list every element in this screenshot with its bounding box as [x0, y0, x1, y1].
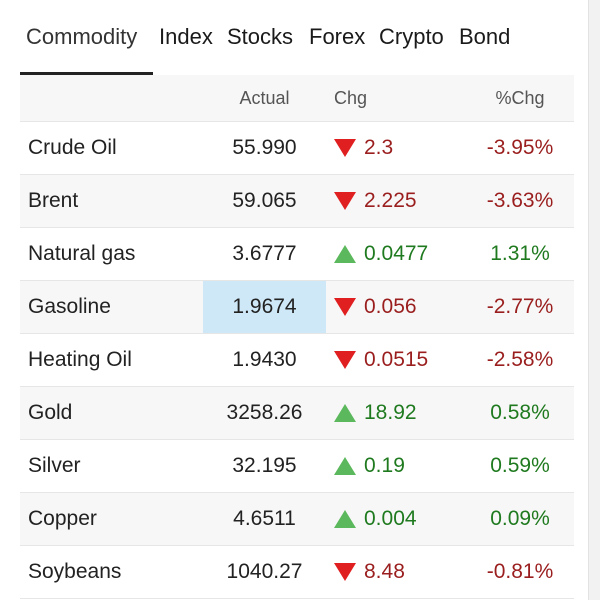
commodity-name: Silver [28, 454, 81, 477]
triangle-up-icon [334, 457, 356, 475]
percent-change: 0.58% [490, 401, 550, 424]
table-row[interactable]: Gold 3258.26 18.92 0.58% [20, 387, 574, 440]
change-value: 0.056 [364, 295, 417, 318]
percent-change: -3.95% [486, 136, 554, 159]
change-cell: 0.056 [334, 281, 417, 333]
change-cell: 0.004 [334, 493, 417, 545]
percent-change: -0.81% [486, 560, 554, 583]
commodity-name: Gold [28, 401, 73, 424]
actual-value: 1.9674 [203, 281, 326, 333]
tab-stocks[interactable]: Stocks [227, 24, 294, 49]
triangle-down-icon [334, 139, 356, 157]
change-value: 0.19 [364, 454, 405, 477]
commodity-name: Gasoline [28, 295, 111, 318]
actual-value: 1040.27 [226, 560, 303, 583]
tab-commodity[interactable]: Commodity [26, 24, 138, 49]
commodity-name: Brent [28, 189, 79, 212]
percent-change: -2.77% [486, 295, 554, 318]
tab-bond[interactable]: Bond [459, 24, 511, 49]
actual-value: 59.065 [232, 189, 297, 212]
active-tab-underline [20, 72, 153, 75]
tab-crypto[interactable]: Crypto [379, 24, 444, 49]
actual-value: 55.990 [232, 136, 297, 159]
change-value: 0.004 [364, 507, 417, 530]
table-row[interactable]: Copper 4.6511 0.004 0.09% [20, 493, 574, 546]
table-row[interactable]: Soybeans 1040.27 8.48 -0.81% [20, 546, 574, 599]
commodity-name: Natural gas [28, 242, 136, 265]
triangle-up-icon [334, 245, 356, 263]
commodity-name: Heating Oil [28, 348, 132, 371]
commodity-name: Copper [28, 507, 97, 530]
percent-change: -3.63% [486, 189, 554, 212]
change-cell: 2.3 [334, 122, 393, 174]
header-pct-chg[interactable]: %Chg [495, 87, 545, 108]
triangle-up-icon [334, 404, 356, 422]
change-cell: 0.0477 [334, 228, 428, 280]
triangle-down-icon [334, 298, 356, 316]
tab-forex[interactable]: Forex [309, 24, 366, 49]
percent-change: -2.58% [486, 348, 554, 371]
change-value: 8.48 [364, 560, 405, 583]
triangle-down-icon [334, 351, 356, 369]
table-row[interactable]: Heating Oil 1.9430 0.0515 -2.58% [20, 334, 574, 387]
change-value: 2.225 [364, 189, 417, 212]
percent-change: 1.31% [490, 242, 550, 265]
change-value: 18.92 [364, 401, 417, 424]
change-value: 0.0515 [364, 348, 429, 371]
actual-value: 32.195 [232, 454, 297, 477]
change-value: 0.0477 [364, 242, 429, 265]
change-cell: 0.0515 [334, 334, 428, 386]
actual-value: 4.6511 [233, 507, 296, 530]
table-row[interactable]: Brent 59.065 2.225 -3.63% [20, 175, 574, 228]
table-header-row: Actual Chg %Chg [20, 75, 574, 122]
triangle-up-icon [334, 510, 356, 528]
change-cell: 18.92 [334, 387, 417, 439]
triangle-down-icon [334, 192, 356, 210]
actual-value: 3.6777 [232, 242, 297, 265]
change-cell: 8.48 [334, 546, 405, 598]
header-actual[interactable]: Actual [239, 87, 290, 108]
triangle-down-icon [334, 563, 356, 581]
table-row[interactable]: Gasoline 1.9674 0.056 -2.77% [20, 281, 574, 334]
change-cell: 2.225 [334, 175, 417, 227]
commodity-name: Crude Oil [28, 136, 117, 159]
percent-change: 0.59% [490, 454, 550, 477]
actual-value: 1.9430 [232, 348, 297, 371]
tab-index[interactable]: Index [159, 24, 213, 49]
change-value: 2.3 [364, 136, 394, 159]
commodity-name: Soybeans [28, 560, 122, 583]
percent-change: 0.09% [490, 507, 550, 530]
table-row[interactable]: Crude Oil 55.990 2.3 -3.95% [20, 122, 574, 175]
table-row[interactable]: Natural gas 3.6777 0.0477 1.31% [20, 228, 574, 281]
market-tabs: Commodity Index Stocks Forex Crypto Bond [20, 0, 580, 76]
change-cell: 0.19 [334, 440, 405, 492]
quote-table: Actual Chg %Chg Crude Oil 55.990 2.3 -3.95%… [20, 75, 574, 599]
actual-value: 3258.26 [226, 401, 303, 424]
header-chg[interactable]: Chg [334, 87, 368, 108]
table-row[interactable]: Silver 32.195 0.19 0.59% [20, 440, 574, 493]
